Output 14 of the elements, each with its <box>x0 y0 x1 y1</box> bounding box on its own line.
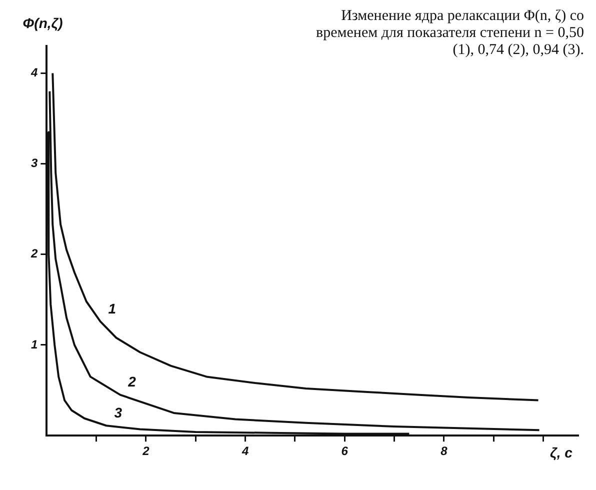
y-tick-label: 2 <box>30 246 38 261</box>
x-tick-label: 8 <box>440 444 448 458</box>
x-axis-title: ζ, c <box>550 444 573 460</box>
series-label: 2 <box>127 374 136 390</box>
y-tick-label: 3 <box>30 156 38 170</box>
series-label: 1 <box>108 300 116 316</box>
x-tick-label: 2 <box>142 444 150 458</box>
x-tick-label: 4 <box>240 444 249 458</box>
x-tick-label: 6 <box>341 444 348 458</box>
chart-title: Изменение ядра релаксации Φ(n, ζ) со временем для показателя степени n = 0,50 (1), 0,74 (2), 0,94 (3). <box>315 8 584 59</box>
y-axis-title: Φ(n,ζ) <box>22 14 64 31</box>
series-label: 3 <box>114 404 122 420</box>
y-tick-label: 4 <box>30 65 38 80</box>
y-tick-label: 1 <box>30 337 38 352</box>
